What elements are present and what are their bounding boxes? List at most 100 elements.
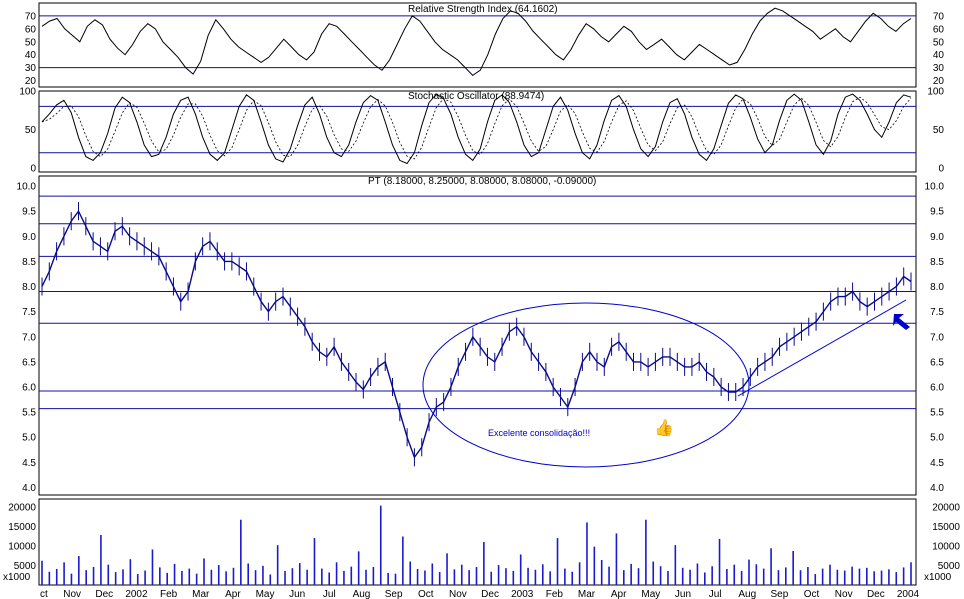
y-tick-label-left: 50 [25,37,37,48]
y-tick-label-right: 7.5 [930,307,944,318]
y-tick-label-left: 20 [25,76,37,87]
y-tick-label-right: 8.0 [930,282,944,293]
x-tick-label: Sep [771,589,789,599]
y-tick-label-right: 15000 [932,522,960,533]
thumbs-up-icon: 👍 [654,418,674,437]
y-tick-label-right: 60 [933,24,945,35]
x-tick-label: Feb [160,589,178,599]
y-tick-label-right: 10000 [932,541,960,552]
y-tick-label-left: 5.0 [22,433,36,444]
x-tick-label: Nov [449,589,467,599]
y-tick-label-left: 100 [19,87,36,98]
x-tick-label: Sep [385,589,403,599]
y-tick-label-left: 9.5 [22,207,36,218]
y-tick-label-right: 6.0 [930,382,944,393]
x-tick-label: May [641,589,660,599]
x-tick-label: 2004 [897,589,920,599]
volume-unit-label-left: x1000 [3,572,31,583]
y-tick-label-right: 20 [933,76,945,87]
y-tick-label-right: 4.5 [930,458,944,469]
y-tick-label-left: 6.0 [22,382,36,393]
x-tick-label: Mar [578,589,596,599]
panel-title: PT (8.18000, 8.25000, 8.08000, 8.08000, … [368,176,596,187]
consolidation-ellipse [422,302,750,468]
x-tick-label: Nov [835,589,853,599]
y-tick-label-left: 4.5 [22,458,36,469]
x-tick-label: Jul [709,589,722,599]
volume-unit-label-right: x1000 [924,572,952,583]
y-tick-label-left: 10.0 [17,182,37,193]
y-tick-label-right: 5.0 [930,433,944,444]
y-tick-label-right: 40 [933,50,945,61]
y-tick-label-right: 4.0 [930,483,944,494]
trend-line [737,299,907,397]
y-tick-label-left: 7.5 [22,307,36,318]
y-tick-label-left: 0 [30,164,36,175]
x-tick-label: Apr [611,589,627,599]
x-tick-label: Mar [192,589,210,599]
y-tick-label-left: 30 [25,63,37,74]
x-tick-label: Jun [675,589,691,599]
y-tick-label-right: 50 [933,125,945,136]
y-tick-label-right: 5000 [938,561,961,572]
x-tick-label: Feb [546,589,564,599]
indicator-line [41,7,912,77]
y-tick-label-left: 5.5 [22,408,36,419]
x-tick-label: 2003 [511,589,534,599]
y-tick-label-right: 9.0 [930,232,944,243]
x-tick-label: Aug [738,589,756,599]
x-tick-label: ct [40,589,48,599]
y-tick-label-left: 15000 [8,522,36,533]
y-tick-label-left: 10000 [8,541,36,552]
x-tick-label: 2002 [125,589,148,599]
y-tick-label-right: 50 [933,37,945,48]
y-tick-label-left: 20000 [8,502,36,513]
y-tick-label-right: 9.5 [930,207,944,218]
panel-frame [38,90,917,173]
arrow-icon [893,314,910,330]
y-tick-label-left: 8.0 [22,282,36,293]
y-tick-label-right: 7.0 [930,332,944,343]
y-tick-label-left: 40 [25,50,37,61]
y-tick-label-right: 30 [933,63,945,74]
panel-frame [38,498,917,586]
signal-line [41,96,912,160]
y-tick-label-left: 8.5 [22,257,36,268]
x-tick-label: Jul [323,589,336,599]
y-tick-label-left: 50 [25,125,37,136]
y-tick-label-left: 7.0 [22,332,36,343]
x-tick-label: Dec [867,589,885,599]
y-tick-label-right: 0 [938,164,944,175]
y-tick-label-left: 4.0 [22,483,36,494]
x-tick-label: Oct [418,589,434,599]
y-tick-label-right: 5.5 [930,408,944,419]
x-tick-label: Aug [353,589,371,599]
y-tick-label-right: 100 [927,87,944,98]
panel-frame [38,2,917,88]
y-tick-label-left: 6.5 [22,357,36,368]
x-tick-label: Apr [225,589,241,599]
y-tick-label-right: 6.5 [930,357,944,368]
y-tick-label-left: 9.0 [22,232,36,243]
y-tick-label-left: 70 [25,11,37,22]
panel-frame [38,175,917,496]
y-tick-label-right: 70 [933,11,945,22]
y-tick-label-right: 20000 [932,502,960,513]
x-tick-label: Nov [63,589,81,599]
panel-title: Relative Strength Index (64.1602) [408,4,558,15]
y-tick-label-left: 5000 [14,561,37,572]
price-line [41,209,912,459]
x-tick-label: Jun [289,589,305,599]
x-tick-label: Oct [804,589,820,599]
indicator-line [41,93,912,165]
panel-title: Stochastic Oscillator (88.9474) [408,91,544,102]
x-tick-label: Dec [481,589,499,599]
y-tick-label-right: 10.0 [925,182,945,193]
annotation-text: Excelente consolidação!!! [488,428,590,438]
y-tick-label-right: 8.5 [930,257,944,268]
y-tick-label-left: 60 [25,24,37,35]
x-tick-label: May [256,589,275,599]
x-tick-label: Dec [95,589,113,599]
